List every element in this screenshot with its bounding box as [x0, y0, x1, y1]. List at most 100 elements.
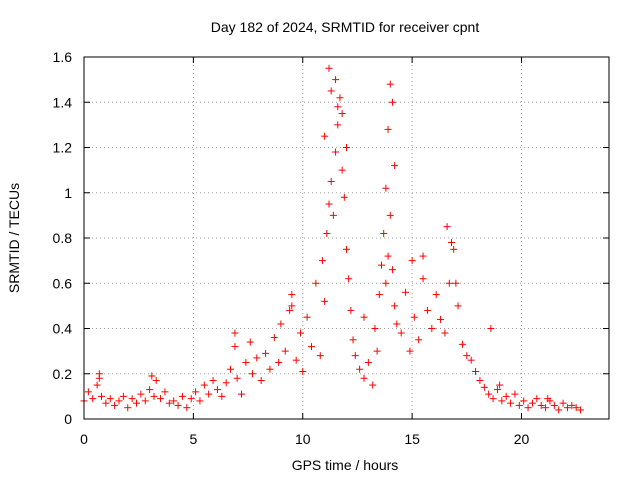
data-point	[312, 279, 320, 287]
data-point	[89, 395, 97, 403]
data-point	[555, 406, 563, 414]
data-point	[146, 386, 154, 394]
data-point	[192, 388, 200, 396]
data-point	[161, 388, 169, 396]
data-point	[356, 365, 364, 373]
y-tick-label: 1.4	[53, 94, 73, 110]
data-point	[487, 325, 495, 332]
data-point	[415, 336, 423, 344]
data-point	[419, 252, 427, 260]
data-point	[327, 87, 335, 95]
data-point	[380, 229, 388, 237]
data-point	[222, 379, 230, 387]
data-point	[227, 365, 235, 373]
data-point	[111, 401, 119, 409]
data-point	[467, 356, 475, 364]
x-tick-label: 10	[295, 431, 311, 447]
data-point	[511, 390, 519, 398]
data-point	[450, 245, 458, 253]
data-point	[299, 367, 307, 375]
data-point	[343, 245, 350, 253]
data-point	[371, 325, 379, 332]
data-point	[133, 399, 140, 407]
data-point	[242, 358, 250, 366]
data-point	[119, 392, 127, 400]
data-point	[106, 395, 114, 403]
data-point	[95, 370, 103, 378]
x-tick-label: 20	[514, 431, 530, 447]
data-point	[165, 399, 173, 407]
data-point	[347, 306, 355, 314]
plot-frame	[83, 56, 610, 420]
data-point	[233, 374, 241, 382]
data-point	[485, 390, 493, 398]
data-point	[281, 347, 289, 355]
data-point	[248, 370, 256, 378]
data-point	[316, 352, 324, 360]
chart-title: Day 182 of 2024, SRMTID for receiver cpn…	[211, 19, 480, 35]
data-point	[303, 313, 311, 321]
data-point	[373, 347, 381, 355]
data-point	[338, 166, 346, 174]
data-point	[568, 401, 576, 409]
data-point	[432, 291, 440, 299]
data-point	[382, 279, 390, 287]
y-tick-label: 1.6	[53, 49, 73, 65]
data-point	[402, 288, 410, 296]
data-point	[437, 315, 445, 323]
data-point	[124, 404, 132, 412]
y-tick-label: 0.8	[53, 230, 73, 246]
data-point	[308, 343, 315, 351]
data-point	[93, 381, 101, 389]
data-point	[332, 76, 340, 84]
data-point	[384, 252, 392, 260]
data-point	[428, 325, 436, 332]
data-point	[388, 266, 396, 274]
data-point	[384, 125, 392, 133]
data-point	[196, 397, 204, 405]
data-point	[231, 329, 239, 337]
data-point	[375, 291, 383, 299]
data-point	[318, 257, 326, 265]
data-point	[286, 306, 294, 314]
data-point	[369, 381, 377, 389]
data-point	[343, 144, 350, 151]
data-point	[102, 399, 110, 407]
data-point	[544, 395, 552, 403]
data-point	[507, 399, 515, 407]
data-point	[550, 401, 558, 409]
data-point	[327, 177, 335, 185]
y-tick-label: 0	[64, 411, 72, 427]
y-tick-label: 0.2	[53, 366, 73, 382]
data-point	[391, 302, 399, 310]
data-point	[338, 110, 346, 118]
data-point	[472, 367, 480, 375]
data-point	[150, 392, 158, 400]
data-point	[84, 388, 92, 396]
data-point	[364, 358, 372, 366]
data-point	[218, 392, 226, 400]
data-point	[257, 377, 265, 385]
data-point	[277, 320, 285, 328]
data-point	[476, 377, 484, 385]
grid-lines	[84, 57, 609, 419]
data-point	[502, 392, 510, 400]
data-point	[115, 397, 123, 405]
data-point	[542, 404, 550, 412]
data-point	[445, 279, 453, 287]
x-tick-label: 15	[404, 431, 420, 447]
y-tick-label: 1	[64, 185, 72, 201]
y-tick-label: 1.2	[53, 140, 73, 156]
data-point	[528, 399, 536, 407]
x-axis-label: GPS time / hours	[292, 457, 399, 473]
data-point	[323, 229, 331, 237]
data-point	[360, 374, 368, 382]
data-point	[393, 320, 401, 328]
data-point	[297, 329, 305, 337]
data-point	[288, 291, 296, 299]
axes: 0 5 10 15 20 0 0.2 0.4 0.6 0.8 1 1.2 1.4 1.6	[53, 49, 609, 447]
data-point	[334, 121, 342, 129]
data-point	[408, 257, 416, 265]
data-point	[321, 297, 329, 305]
